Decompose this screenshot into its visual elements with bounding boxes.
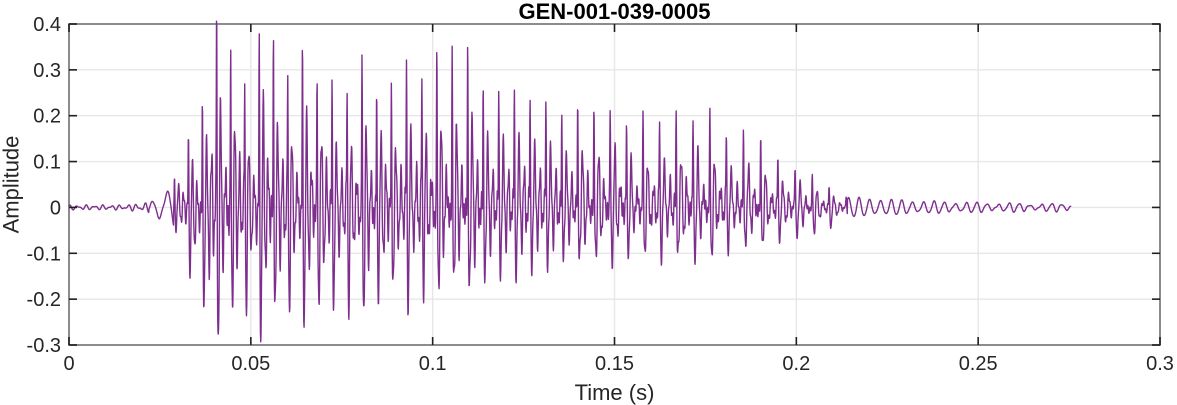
x-tick-label: 0.3 xyxy=(1146,353,1174,375)
waveform-path xyxy=(68,20,1072,343)
x-tick-label: 0.2 xyxy=(782,353,810,375)
y-tick-label: 0 xyxy=(50,197,61,219)
chart-title: GEN-001-039-0005 xyxy=(518,0,711,24)
y-tick-label: -0.1 xyxy=(27,243,61,265)
y-tick-label: -0.2 xyxy=(27,289,61,311)
x-tick-label: 0.1 xyxy=(419,353,447,375)
y-tick-label: -0.3 xyxy=(27,335,61,357)
y-tick-label: 0.4 xyxy=(33,14,61,36)
x-tick-label: 0.25 xyxy=(959,353,998,375)
x-tick-label: 0 xyxy=(63,353,74,375)
y-axis-label: Amplitude xyxy=(0,135,24,234)
y-tick-label: 0.2 xyxy=(33,106,61,128)
y-tick-label: 0.3 xyxy=(33,60,61,82)
x-tick-label: 0.05 xyxy=(231,353,270,375)
y-tick-label: 0.1 xyxy=(33,152,61,174)
x-tick-label: 0.15 xyxy=(595,353,634,375)
x-axis-label: Time (s) xyxy=(574,380,655,405)
